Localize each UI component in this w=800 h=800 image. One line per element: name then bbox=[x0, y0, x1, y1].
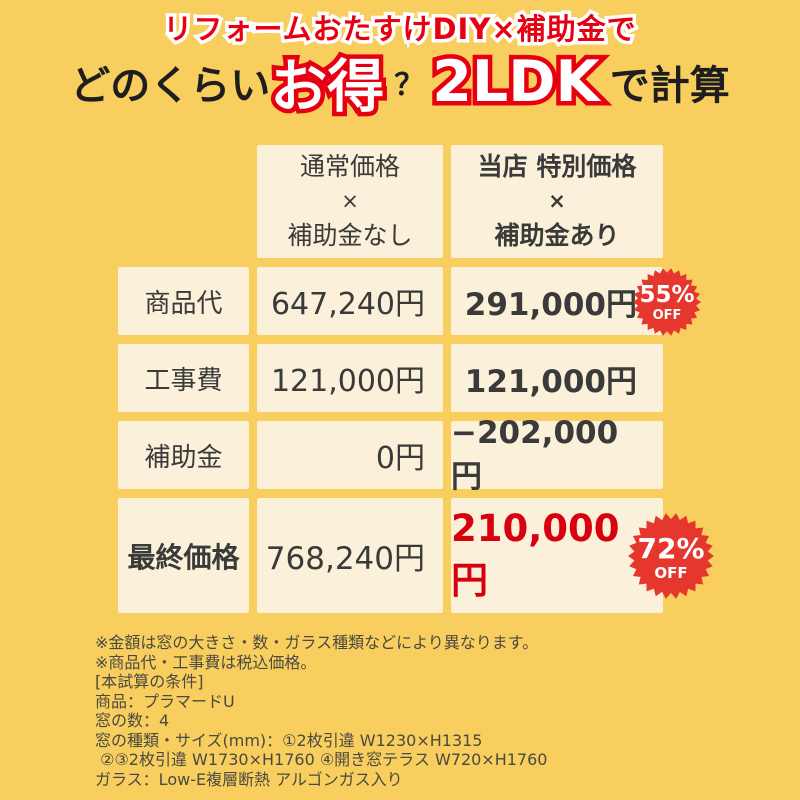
badge-percent: 55% bbox=[639, 282, 695, 308]
question-mark: ？ bbox=[394, 68, 425, 103]
seal-icon bbox=[628, 513, 714, 599]
special-price-final: 210,000円 bbox=[451, 498, 663, 613]
footer-line: 窓の種類・サイズ(mm)：①2枚引違 W1230×H1315 bbox=[95, 730, 483, 750]
seal-icon bbox=[633, 268, 701, 336]
col-header-special-line1: 当店 特別価格 bbox=[477, 152, 637, 182]
title-line-1: リフォームおたすけDIY×補助金で リフォームおたすけDIY×補助金で bbox=[0, 6, 800, 50]
row-label-final: 最終価格 bbox=[118, 498, 249, 613]
normal-price-final: 768,240円 bbox=[257, 498, 443, 613]
discount-badge-55: 55% OFF bbox=[633, 268, 701, 336]
title-line-1-text: リフォームおたすけDIY×補助金で リフォームおたすけDIY×補助金で bbox=[160, 9, 639, 50]
footer-line: [本試算の条件] bbox=[95, 672, 204, 691]
highlight-2ldk: 2LDK 2LDK bbox=[428, 45, 604, 120]
row-label-product: 商品代 bbox=[118, 267, 249, 335]
times-icon: × bbox=[548, 188, 566, 213]
footer-line: 商品：プラマードU bbox=[95, 691, 235, 711]
normal-price-subsidy: 0円 bbox=[257, 421, 443, 489]
title-suffix: で計算 bbox=[609, 63, 730, 109]
row-label-subsidy: 補助金 bbox=[118, 421, 249, 489]
badge-off-label: OFF bbox=[654, 563, 688, 582]
footer-line: 窓の数：4 bbox=[95, 711, 170, 730]
discount-badge-72: 72% OFF bbox=[628, 513, 714, 599]
footer-notes: ※金額は窓の大きさ・数・ガラス種類などにより異なります。 ※商品代・工事費は税込… bbox=[95, 633, 735, 789]
special-price-subsidy: −202,000円 bbox=[451, 415, 663, 495]
badge-off-label: OFF bbox=[652, 308, 682, 323]
col-header-normal-line3: 補助金なし bbox=[287, 221, 413, 251]
title-line-2: どのくらい お得 お得 ？ 2LDK 2LDK で計算 bbox=[0, 44, 800, 125]
table-corner-empty bbox=[118, 145, 249, 258]
special-price-product: 291,000円 bbox=[451, 267, 663, 335]
col-header-special-line3: 補助金あり bbox=[494, 221, 620, 251]
times-icon: × bbox=[341, 188, 359, 213]
title-prefix: どのくらい bbox=[70, 63, 271, 109]
col-header-normal-line1: 通常価格 bbox=[299, 152, 400, 182]
special-price-construction: 121,000円 bbox=[451, 344, 663, 412]
footer-line: ②③2枚引違 W1730×H1760 ④開き窓テラス W720×H1760 bbox=[95, 750, 548, 769]
normal-price-construction: 121,000円 bbox=[257, 344, 443, 412]
normal-price-product: 647,240円 bbox=[257, 267, 443, 335]
footer-line: ガラス：Low-E複層断熱 アルゴンガス入り bbox=[95, 769, 403, 789]
highlight-otoku: お得 お得 bbox=[266, 50, 389, 125]
price-table: 通常価格 × 補助金なし 当店 特別価格 × 補助金あり 商品代 647,240… bbox=[118, 145, 663, 613]
badge-percent: 72% bbox=[637, 531, 705, 565]
footer-line: ※金額は窓の大きさ・数・ガラス種類などにより異なります。 bbox=[95, 633, 539, 652]
footer-line: ※商品代・工事費は税込価格。 bbox=[95, 652, 317, 672]
row-label-construction: 工事費 bbox=[118, 344, 249, 412]
col-header-normal: 通常価格 × 補助金なし bbox=[257, 145, 443, 258]
col-header-special: 当店 特別価格 × 補助金あり bbox=[451, 145, 663, 258]
